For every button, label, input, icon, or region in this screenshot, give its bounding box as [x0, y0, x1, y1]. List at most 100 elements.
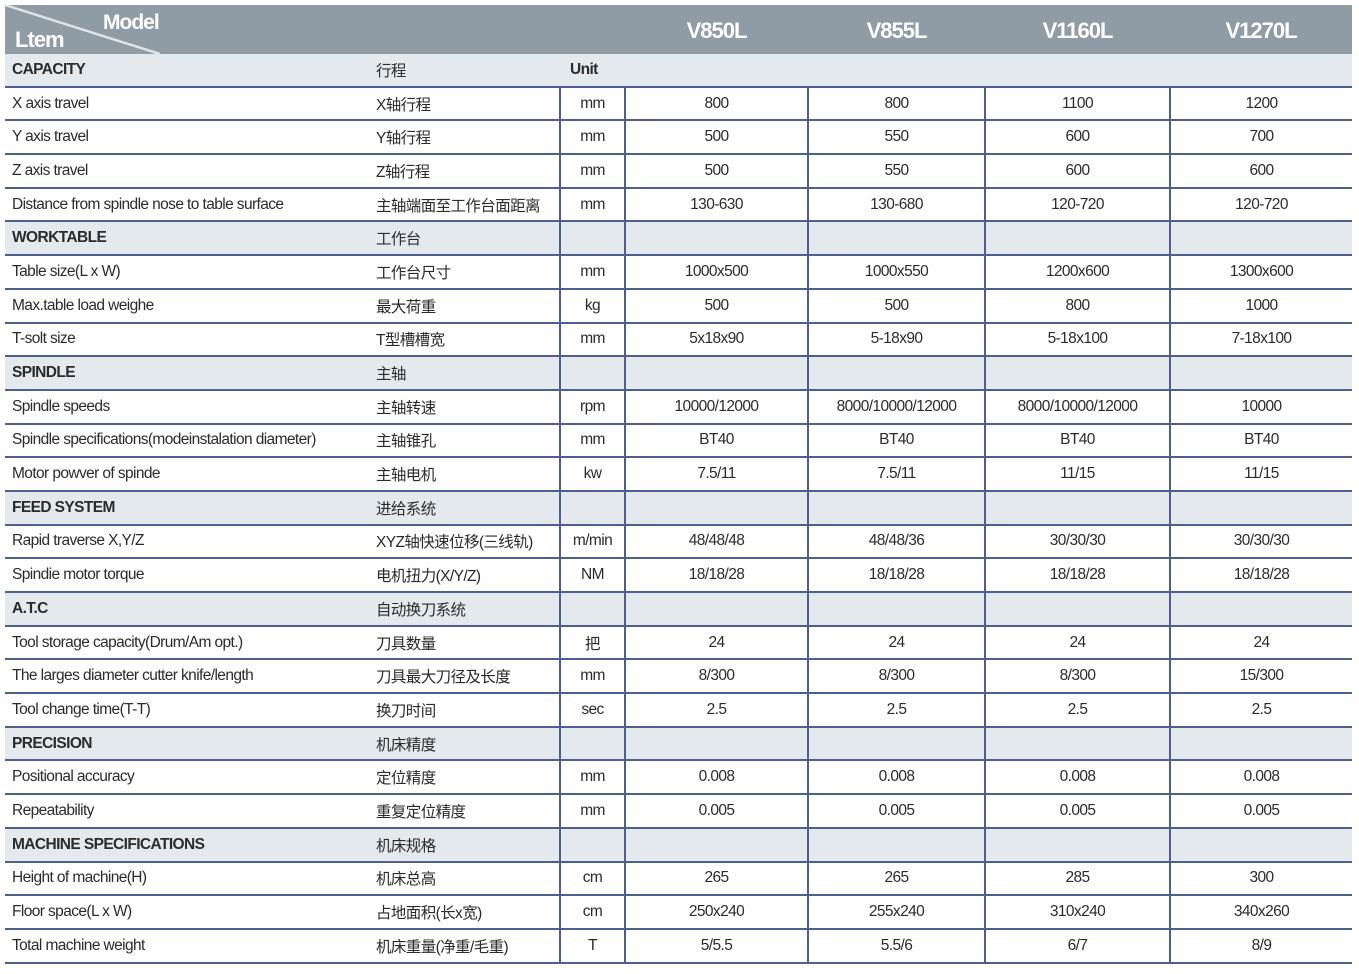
item-name-cn: 自动换刀系统 — [372, 592, 560, 627]
value-cell: 5-18x90 — [807, 322, 985, 358]
value-cell: 0.008 — [624, 760, 808, 796]
item-name: T-solt size — [5, 322, 372, 358]
section-row: MACHINE SPECIFICATIONS 机床规格 — [5, 827, 1352, 863]
value-cell: 24 — [984, 625, 1170, 661]
unit-cell: mm — [559, 322, 625, 358]
item-name: Positional accuracy — [5, 760, 372, 796]
unit-cell: cm — [559, 895, 625, 930]
value-cell: 8/9 — [1169, 928, 1352, 964]
value-cell: 24 — [807, 625, 985, 661]
item-name-cn: 占地面积(长x宽) — [372, 895, 560, 930]
item-name-cn: 机床精度 — [372, 726, 560, 762]
model-label: Model — [103, 11, 160, 34]
item-name-cn: T型槽槽宽 — [372, 322, 560, 358]
item-name-cn: 最大荷重 — [372, 288, 560, 324]
unit-cell: mm — [559, 794, 625, 829]
value-cell — [1169, 221, 1352, 257]
value-cell: 1000x500 — [624, 255, 808, 290]
spec-sheet: Ltem Model V850L V855L V1160L V1270L CAP… — [5, 5, 1352, 964]
value-cell: BT40 — [984, 423, 1170, 459]
value-cell: 310x240 — [984, 895, 1170, 930]
item-name-cn: Y轴行程 — [372, 120, 560, 156]
value-cell: 0.005 — [807, 794, 985, 829]
unit-cell: T — [559, 928, 625, 964]
value-cell: 2.5 — [624, 693, 808, 728]
unit-cell — [559, 490, 625, 526]
table-row: Total machine weight 机床重量(净重/毛重) T 5/5.5 5.5… — [5, 928, 1352, 964]
unit-cell — [559, 221, 625, 257]
item-name: Spindle speeds — [5, 389, 372, 425]
value-cell: BT40 — [1169, 423, 1352, 459]
value-cell: 130-680 — [807, 187, 985, 223]
value-cell: BT40 — [807, 423, 985, 459]
value-cell: 11/15 — [1169, 457, 1352, 492]
value-cell: 24 — [624, 625, 808, 661]
value-cell: 800 — [984, 288, 1170, 324]
model-header: V850L — [686, 18, 748, 43]
item-name-cn: 刀具数量 — [372, 625, 560, 661]
table-row: Tool storage capacity(Drum/Am opt.) 刀具数量把… — [5, 625, 1352, 661]
table-row: Repeatability 重复定位精度 mm 0.005 0.005 0.005 0.00… — [5, 794, 1352, 829]
value-cell: 5x18x90 — [624, 322, 808, 358]
item-name-cn: 机床重量(净重/毛重) — [372, 928, 560, 964]
item-name-cn: 机床规格 — [372, 827, 560, 863]
item-name-cn: 电机扭力(X/Y/Z) — [372, 558, 560, 593]
value-cell: 255x240 — [807, 895, 985, 930]
value-cell: 6/7 — [984, 928, 1170, 964]
unit-cell: Unit — [560, 54, 625, 88]
value-cell — [625, 54, 808, 88]
value-cell — [1169, 827, 1352, 863]
item-name-cn: 刀具最大刀径及长度 — [372, 659, 560, 695]
item-name: Max.table load weighe — [5, 288, 372, 324]
table-row: T-solt size T型槽槽宽 mm 5x18x90 5-18x90 5-18x100… — [5, 322, 1352, 358]
value-cell: 0.008 — [984, 760, 1170, 796]
section-row: PRECISION 机床精度 — [5, 726, 1352, 762]
value-cell: 30/30/30 — [1169, 524, 1352, 560]
item-name-cn: 主轴锥孔 — [372, 423, 560, 459]
item-name: Distance from spindle nose to table surf… — [5, 187, 372, 223]
value-cell — [1169, 490, 1352, 526]
unit-cell: m/min — [559, 524, 625, 560]
value-cell: 8000/10000/12000 — [807, 389, 985, 425]
table-row: Spindle speeds 主轴转速 rpm 10000/12000 8000/100… — [5, 389, 1352, 425]
value-cell: 10000/12000 — [624, 389, 808, 425]
item-name-cn: 主轴 — [372, 356, 560, 391]
value-cell: 7.5/11 — [807, 457, 985, 492]
item-name-cn: 行程 — [372, 54, 560, 88]
value-cell: 1200 — [1169, 86, 1352, 122]
value-cell — [1169, 592, 1352, 627]
item-name: X axis travel — [5, 86, 372, 122]
value-cell: 8/300 — [624, 659, 808, 695]
unit-cell: sec — [559, 693, 625, 728]
value-cell: 500 — [624, 120, 808, 156]
item-name-cn: 主轴端面至工作台面距离 — [372, 187, 560, 223]
value-cell: 2.5 — [807, 693, 985, 728]
value-cell: 15/300 — [1169, 659, 1352, 695]
value-cell: 30/30/30 — [984, 524, 1170, 560]
value-cell: 700 — [1169, 120, 1352, 156]
table-row: Rapid traverse X,Y/Z XYZ轴快速位移(三线轨) m/min 48… — [5, 524, 1352, 560]
item-name: Spindie motor torque — [5, 558, 372, 593]
table-row: Floor space(L x W) 占地面积(长x宽) cm 250x240 255x… — [5, 895, 1352, 930]
value-cell: 2.5 — [1169, 693, 1352, 728]
value-cell: 1100 — [984, 86, 1170, 122]
value-cell: 18/18/28 — [984, 558, 1170, 593]
section-row: CAPACITY 行程 Unit — [5, 54, 1352, 88]
value-cell — [984, 592, 1170, 627]
item-name: Repeatability — [5, 794, 372, 829]
value-cell: 5/5.5 — [624, 928, 808, 964]
value-cell — [807, 726, 985, 762]
item-name-cn: 主轴电机 — [372, 457, 560, 492]
table-row: Z axis travel Z轴行程 mm 500 550 600 600 — [5, 154, 1352, 189]
value-cell: 8000/10000/12000 — [984, 389, 1170, 425]
value-cell — [984, 490, 1170, 526]
value-cell: 48/48/36 — [807, 524, 985, 560]
value-cell — [984, 827, 1170, 863]
model-header: V855L — [866, 18, 928, 43]
value-cell: 500 — [624, 288, 808, 324]
table-row: Distance from spindle nose to table surf… — [5, 187, 1352, 223]
item-name-cn: 定位精度 — [372, 760, 560, 796]
value-cell — [807, 221, 985, 257]
spec-table: CAPACITY 行程 Unit X axis travel X轴行程 mm 800 800 1… — [5, 54, 1352, 964]
value-cell: 800 — [807, 86, 985, 122]
